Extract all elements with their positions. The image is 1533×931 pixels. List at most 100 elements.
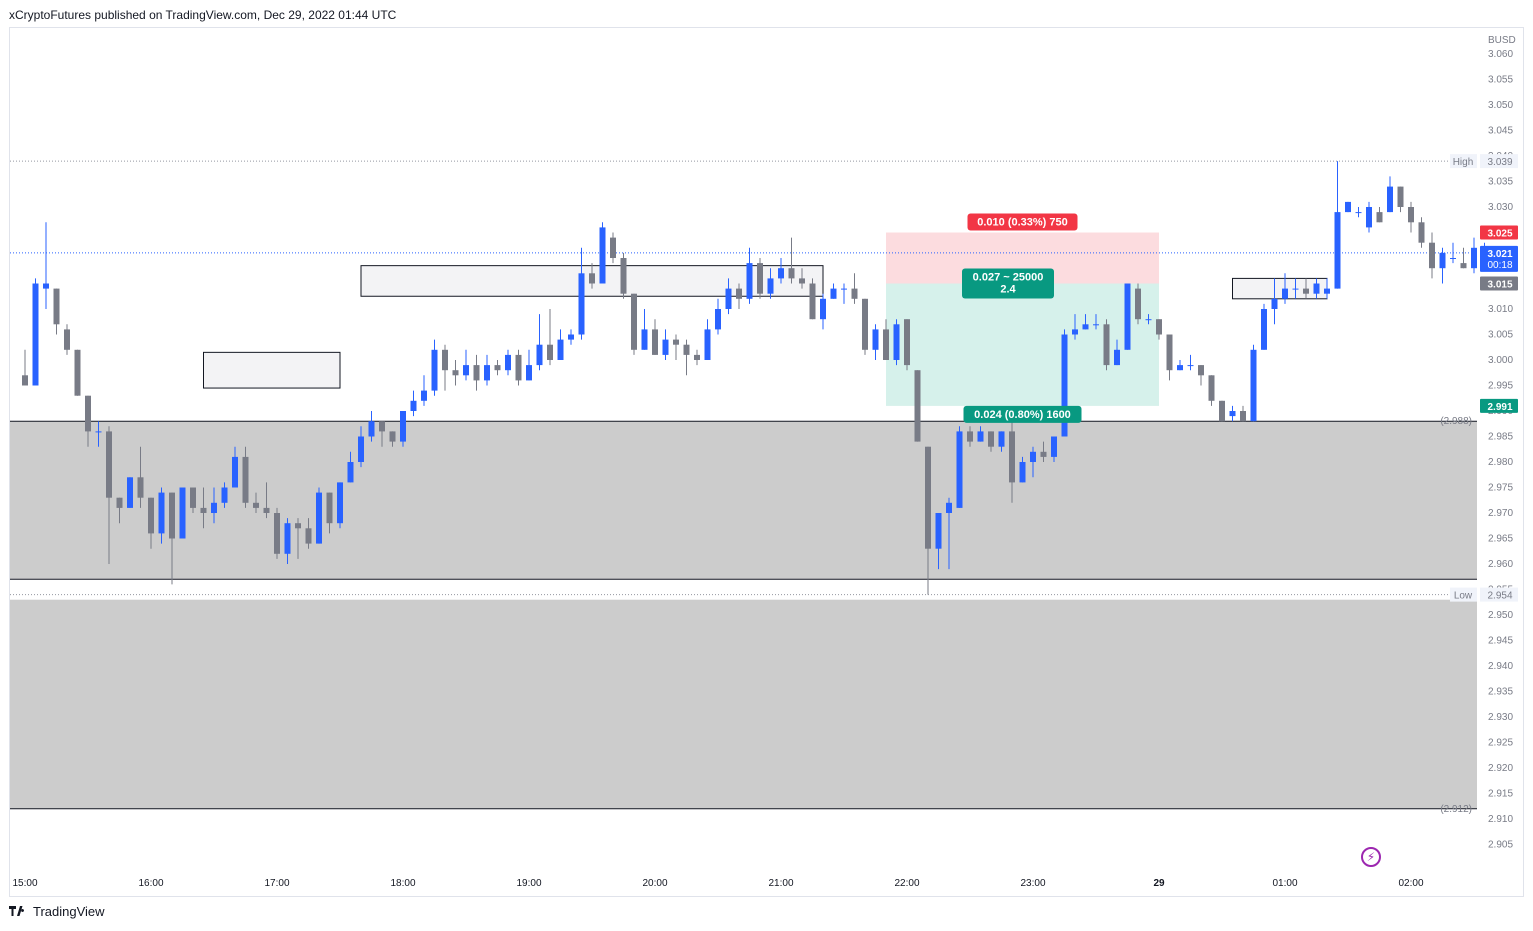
candle-body [410,400,417,411]
entry-price-tag-value: 3.015 [1487,280,1512,291]
time-tick: 16:00 [138,878,163,889]
candle-body [641,329,648,350]
price-tick: 2.940 [1488,661,1513,672]
candle-body [1135,288,1141,320]
price-tick: 2.965 [1488,534,1513,545]
publisher-header: xCryptoFutures published on TradingView.… [9,8,397,22]
candle-body [274,513,280,554]
candle-body [263,507,270,513]
candle [1208,375,1215,406]
stop-price-tag: 3.025 [1480,225,1518,240]
candle-body [200,507,207,513]
candle [431,339,438,396]
demand-zone-lower [10,599,1477,809]
low-tag-label: Low [1454,591,1473,602]
candle-body [284,523,291,554]
candle [148,497,154,549]
candle [746,247,753,304]
candle [1303,278,1309,299]
candle-body [1282,288,1288,299]
candle-body [452,370,459,376]
price-tick: 3.060 [1488,49,1513,60]
candle [610,232,616,264]
candle-body [610,237,616,258]
time-tick: 23:00 [1020,878,1045,889]
candle-body [421,390,427,401]
current-price-tag-value: 3.021 [1487,249,1512,260]
price-tick: 2.945 [1488,636,1513,647]
candle [1124,283,1131,350]
candle-body [1177,365,1183,371]
candle [1282,273,1288,304]
candle-body [914,370,921,442]
candle [925,446,931,595]
replay-icon[interactable]: ⚡ [1361,847,1381,867]
candle [914,370,921,442]
time-tick: 29 [1153,878,1165,889]
candle-body [1324,288,1330,294]
candle-body [599,227,606,284]
candle [1082,314,1089,330]
stop-label-text: 0.010 (0.33%) 750 [977,217,1068,229]
candle-body [74,349,81,396]
candle-body [106,431,112,498]
candle-body [578,273,585,335]
target-label: 0.024 (0.80%) 1600 [963,405,1082,423]
candle [1439,247,1446,284]
candle [935,513,942,570]
candle-body [841,288,847,290]
candle-body [431,349,438,391]
candle-body [127,477,133,508]
candle-body [484,365,490,381]
candle [1009,411,1015,503]
candle [1450,242,1456,264]
candle [1471,237,1477,274]
candle [1376,207,1383,223]
candle [830,283,837,299]
candle [1418,217,1425,248]
price-tick: 2.995 [1488,381,1513,392]
candle [389,431,396,447]
target-label-text: 0.024 (0.80%) 1600 [974,409,1071,421]
candle [1324,278,1330,299]
low-tag-value-bg [1480,587,1518,602]
current-price-tag-bg [1480,245,1518,272]
candle [295,518,301,559]
candle [1271,278,1278,325]
candle-body [757,263,763,294]
candle-body [379,421,385,432]
candle-body [442,349,448,371]
candle [652,319,658,355]
candle [725,278,732,315]
candle [809,278,816,320]
candle-body [946,502,952,513]
candle [841,283,847,304]
time-tick: 17:00 [264,878,289,889]
candle [232,446,238,488]
candle [200,487,207,529]
candle-body [337,482,343,524]
risk-reward-label-text: 2.4 [1000,284,1016,296]
time-tick: 20:00 [642,878,667,889]
candle [1219,400,1225,422]
candle [263,482,270,519]
level-2988-label: (2.988) [1440,416,1472,427]
candle [851,273,858,304]
candle-body [169,492,175,539]
target-label-bg [963,405,1082,423]
candle-body [725,288,732,309]
low-tag-value: 2.954 [1487,591,1512,602]
low-tag-label-bg [1450,587,1477,602]
risk-reward-label-text: 0.027 ~ 25000 [973,272,1044,284]
candle [1019,456,1026,483]
candle-body [43,283,49,289]
candle [1460,247,1467,269]
candle-body [883,329,889,360]
candle-body [872,329,879,350]
candle-body [526,365,532,381]
candle-body [977,431,984,442]
candle [1313,278,1320,299]
candle [589,263,595,289]
time-tick: 22:00 [894,878,919,889]
